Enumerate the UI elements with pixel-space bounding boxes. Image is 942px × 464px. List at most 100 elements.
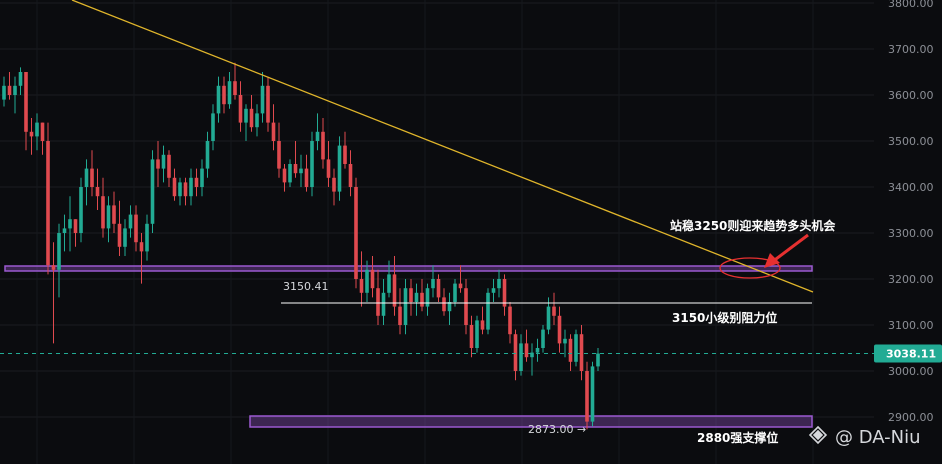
candle-body: [167, 154, 171, 178]
candle-body: [370, 269, 375, 289]
candle-body: [13, 85, 17, 95]
candle-body: [79, 187, 83, 233]
candle-body: [310, 141, 314, 187]
candle-body: [359, 279, 364, 293]
candle-body: [354, 187, 358, 279]
candle-body: [156, 159, 160, 169]
candle-body: [194, 177, 199, 187]
candle-body: [266, 85, 270, 123]
candle-body: [128, 214, 133, 229]
pointer-arrow-head: [764, 253, 780, 268]
candle-body: [2, 85, 6, 100]
candle-body: [464, 288, 468, 325]
candle-body: [244, 108, 248, 123]
y-tick-label: 3000.00: [888, 365, 934, 378]
candle-body: [596, 353, 600, 367]
candle-body: [469, 325, 474, 348]
candle-body: [145, 223, 149, 252]
candle-body: [288, 164, 292, 183]
candle-body: [277, 141, 281, 169]
candle-body: [502, 279, 507, 307]
candle-body: [524, 343, 529, 358]
candle-body: [425, 288, 430, 307]
candle-body: [480, 320, 485, 330]
candle-body: [326, 159, 331, 178]
candle-body: [376, 288, 380, 316]
candle-body: [519, 343, 523, 371]
y-tick-label: 3200.00: [888, 273, 934, 286]
current-price-label: 3038.11: [886, 347, 936, 360]
candle-body: [557, 315, 562, 344]
candle-body: [414, 292, 419, 302]
y-tick-label: 3800.00: [888, 0, 934, 10]
candle-body: [18, 72, 23, 86]
candle-body: [530, 352, 534, 358]
candle-body: [282, 168, 287, 183]
support-zone-3220: [4, 265, 813, 272]
candle-body: [321, 131, 325, 160]
candle-body: [7, 85, 12, 95]
candle-body: [84, 168, 89, 187]
candle-body: [150, 159, 155, 224]
candle-body: [249, 108, 254, 128]
zones: [4, 265, 813, 428]
candle-body: [497, 279, 501, 289]
candle-body: [293, 164, 298, 174]
candle-body: [398, 306, 402, 325]
candle-body: [255, 113, 259, 128]
candle-body: [172, 177, 177, 197]
candle-body: [183, 182, 188, 197]
candle-body: [337, 145, 342, 192]
candle-body: [381, 292, 386, 316]
candle-body: [535, 348, 540, 353]
candle-body: [95, 187, 100, 197]
trendline: [71, 0, 814, 293]
candle-body: [431, 279, 435, 289]
candle-body: [568, 338, 573, 362]
y-tick-label: 2900.00: [888, 411, 934, 424]
candle-body: [62, 228, 67, 233]
candle-body: [585, 371, 589, 422]
candle-body: [508, 306, 512, 335]
candle-body: [35, 122, 39, 137]
candle-body: [134, 214, 138, 243]
y-tick-label: 3400.00: [888, 181, 934, 194]
candle-body: [51, 265, 56, 270]
candle-body: [304, 168, 309, 187]
candle-body: [348, 164, 353, 187]
candle-body: [475, 320, 479, 348]
candle-body: [211, 113, 215, 141]
candles: [2, 62, 600, 430]
candle-body: [123, 228, 127, 247]
candle-body: [189, 177, 193, 197]
pointer-arrow-shaft: [771, 233, 809, 264]
candle-body: [139, 242, 144, 252]
candle-body: [315, 131, 320, 141]
candle-body: [458, 283, 463, 289]
candle-body: [574, 334, 578, 362]
grid-lines: [0, 0, 874, 464]
y-tick-label: 3600.00: [888, 89, 934, 102]
y-tick-label: 3300.00: [888, 227, 934, 240]
candle-body: [260, 85, 265, 114]
candle-body: [513, 334, 518, 371]
support-zone-2880: [249, 415, 813, 428]
candle-body: [101, 196, 105, 229]
candle-body: [40, 122, 45, 141]
current-price-tag: [874, 344, 942, 363]
candle-body: [200, 168, 204, 187]
candle-body: [403, 288, 408, 325]
candle-body: [57, 233, 61, 270]
overlays: [0, 0, 874, 354]
candle-body: [161, 154, 166, 169]
candle-body: [392, 274, 397, 307]
y-tick-label: 3500.00: [888, 135, 934, 148]
candle-body: [579, 334, 584, 371]
candle-body: [238, 95, 243, 123]
y-axis: 2900.00 3000.00 3100.00 3200.00 3300.00 3400.…: [874, 0, 942, 464]
candle-body: [590, 366, 595, 422]
candle-body: [227, 81, 232, 105]
candle-body: [271, 122, 276, 141]
candle-body: [178, 182, 182, 197]
